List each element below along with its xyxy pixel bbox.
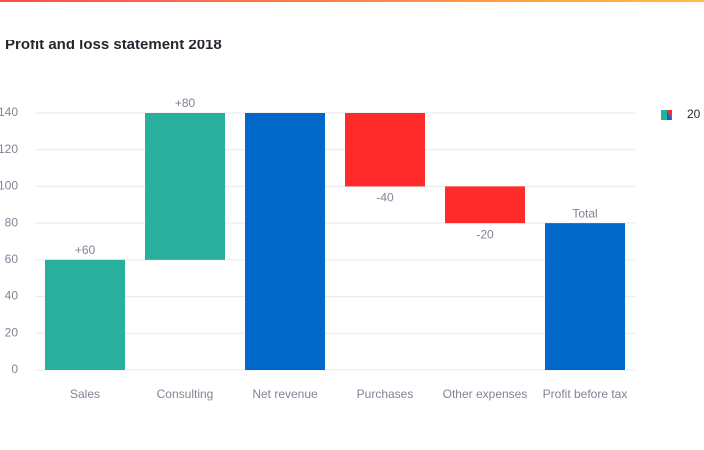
bar bbox=[145, 113, 225, 260]
x-tick-label: Net revenue bbox=[252, 387, 318, 401]
header-cover bbox=[0, 2, 704, 40]
value-label: -20 bbox=[476, 227, 494, 241]
bar bbox=[445, 186, 525, 224]
x-tick-label: Profit before tax bbox=[543, 387, 628, 401]
x-tick-label: Sales bbox=[70, 387, 100, 401]
y-tick-label: 80 bbox=[5, 215, 19, 229]
value-label: Total bbox=[572, 206, 597, 220]
y-tick-label: 100 bbox=[0, 179, 18, 193]
top-decoration bbox=[0, 0, 704, 2]
bar bbox=[345, 113, 425, 187]
bar bbox=[45, 259, 125, 370]
bar bbox=[545, 223, 625, 370]
legend-label: 20 bbox=[687, 107, 701, 121]
y-tick-label: 120 bbox=[0, 142, 18, 156]
y-tick-label: 0 bbox=[11, 362, 18, 376]
value-label: +80 bbox=[175, 96, 196, 110]
y-tick-label: 40 bbox=[5, 289, 19, 303]
y-tick-label: 140 bbox=[0, 105, 18, 119]
value-label: -40 bbox=[376, 191, 394, 205]
value-label: +60 bbox=[75, 243, 96, 257]
x-tick-label: Other expenses bbox=[443, 387, 528, 401]
y-tick-label: 20 bbox=[5, 325, 19, 339]
legend-icon bbox=[667, 110, 672, 120]
legend-icon bbox=[661, 110, 667, 120]
y-tick-label: 60 bbox=[5, 252, 19, 266]
bar bbox=[245, 113, 325, 370]
chart-title: Profit and loss statement 2018 bbox=[5, 36, 222, 53]
x-tick-label: Purchases bbox=[357, 387, 414, 401]
x-tick-label: Consulting bbox=[157, 387, 214, 401]
